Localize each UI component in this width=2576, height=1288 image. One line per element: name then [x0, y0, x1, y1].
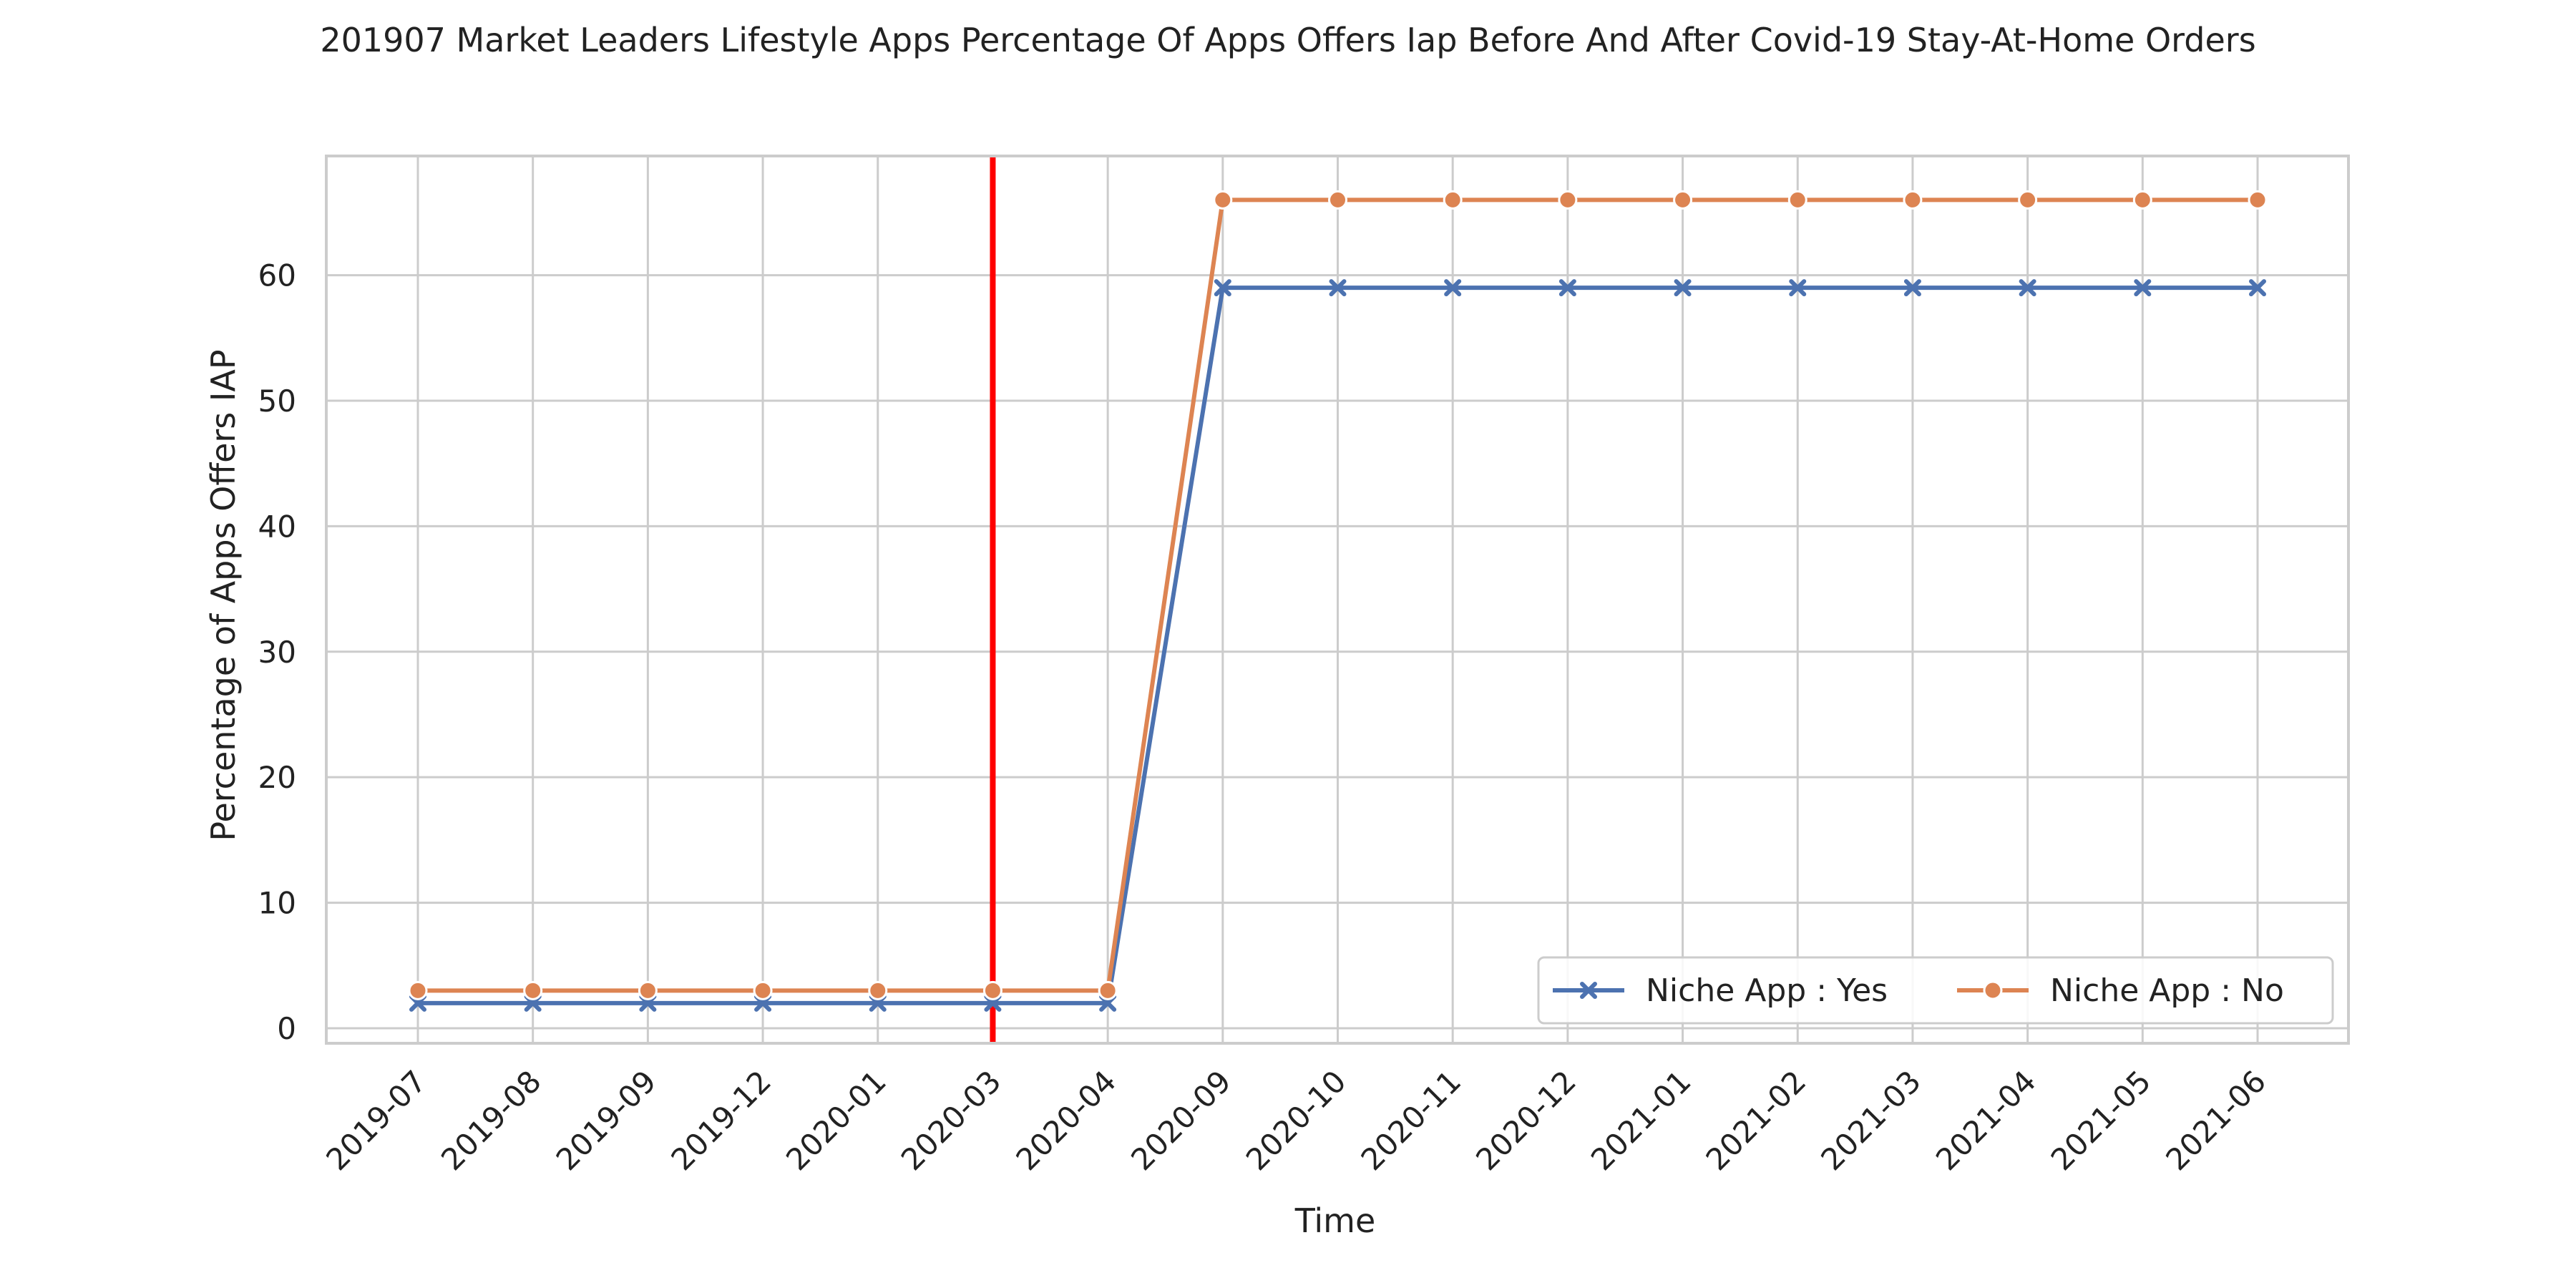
marker-stroke [1329, 279, 1347, 297]
y-tick-label: 50 [258, 384, 296, 419]
data-point [523, 980, 543, 1000]
data-point [1098, 980, 1118, 1000]
y-tick-label: 40 [258, 509, 296, 544]
data-point [1443, 190, 1463, 210]
x-tick-label: 2021-02 [1699, 1063, 1813, 1177]
y-tick-label: 0 [277, 1011, 296, 1046]
data-point [753, 980, 773, 1000]
legend-label: Niche App : No [2050, 972, 2284, 1009]
marker-stroke [1789, 279, 1807, 297]
x-axis-label: Time [1294, 1201, 1376, 1240]
x-tick-label: 2021-04 [1929, 1063, 2043, 1177]
plot-frame [325, 155, 2350, 1045]
y-tick-label: 60 [258, 258, 296, 293]
y-tick-labels: 0 10 20 30 40 50 60 [258, 258, 296, 1046]
data-point [1674, 279, 1692, 297]
legend-marker [1580, 982, 1597, 999]
x-tick-label: 2020-01 [779, 1063, 893, 1177]
data-point [1328, 190, 1347, 210]
data-point [408, 980, 428, 1000]
series-layer [408, 190, 2268, 1012]
data-point [1444, 279, 1462, 297]
data-point [982, 980, 1002, 1000]
x-tick-label: 2019-09 [550, 1063, 663, 1177]
x-tick-label: 2020-03 [894, 1063, 1008, 1177]
data-point [2134, 279, 2152, 297]
data-point [868, 980, 888, 1000]
data-point [1903, 279, 1921, 297]
x-tick-label: 2020-04 [1009, 1063, 1123, 1177]
x-tick-label: 2021-03 [1814, 1063, 1928, 1177]
y-tick-label: 10 [258, 886, 296, 921]
data-point [1789, 279, 1807, 297]
marker-stroke [2249, 279, 2266, 297]
x-tick-label: 2021-05 [2044, 1063, 2158, 1177]
data-point [2018, 190, 2038, 210]
marker-stroke [1674, 279, 1692, 297]
legend-entry-2: Niche App : No [1957, 972, 2284, 1009]
x-tick-label: 2019-12 [664, 1063, 778, 1177]
x-tick-label: 2020-12 [1469, 1063, 1583, 1177]
marker-stroke [2019, 279, 2036, 297]
legend-box [1537, 956, 2334, 1025]
data-point [1903, 190, 1923, 210]
data-point [2132, 190, 2152, 210]
data-point [1787, 190, 1807, 210]
legend-entry-1: Niche App : Yes [1553, 972, 1888, 1009]
data-point [1214, 279, 1231, 297]
y-tick-label: 30 [258, 635, 296, 670]
legend: Niche App : Yes Niche App : No [1537, 956, 2334, 1025]
marker-stroke [2134, 279, 2152, 297]
marker-stroke [1444, 279, 1462, 297]
legend-marker [1983, 980, 2003, 1000]
data-point [2019, 279, 2036, 297]
data-point [1673, 190, 1693, 210]
y-tick-label: 20 [258, 760, 296, 795]
x-tick-label: 2020-09 [1124, 1063, 1238, 1177]
data-point [2249, 279, 2266, 297]
marker-stroke [1214, 279, 1231, 297]
x-tick-label: 2021-01 [1584, 1063, 1698, 1177]
x-tick-label: 2019-07 [319, 1063, 433, 1177]
legend-label: Niche App : Yes [1646, 972, 1888, 1009]
marker-stroke [1580, 982, 1597, 999]
y-axis-label: Percentage of Apps Offers IAP [204, 349, 243, 841]
x-tick-label: 2021-06 [2159, 1063, 2273, 1177]
data-point [638, 980, 658, 1000]
data-point [2248, 190, 2268, 210]
data-point [1558, 279, 1576, 297]
x-tick-label: 2020-11 [1355, 1063, 1468, 1177]
data-point [1213, 190, 1233, 210]
x-tick-labels: 2019-07 2019-08 2019-09 2019-12 2020-01 2020-… [319, 1063, 2273, 1177]
marker-stroke [1903, 279, 1921, 297]
x-tick-label: 2019-08 [434, 1063, 548, 1177]
marker-stroke [1558, 279, 1576, 297]
x-tick-label: 2020-10 [1239, 1063, 1353, 1177]
data-point [1329, 279, 1347, 297]
series-2 [408, 190, 2268, 1000]
data-point [1558, 190, 1578, 210]
chart-title: 201907 Market Leaders Lifestyle Apps Per… [320, 21, 2255, 59]
